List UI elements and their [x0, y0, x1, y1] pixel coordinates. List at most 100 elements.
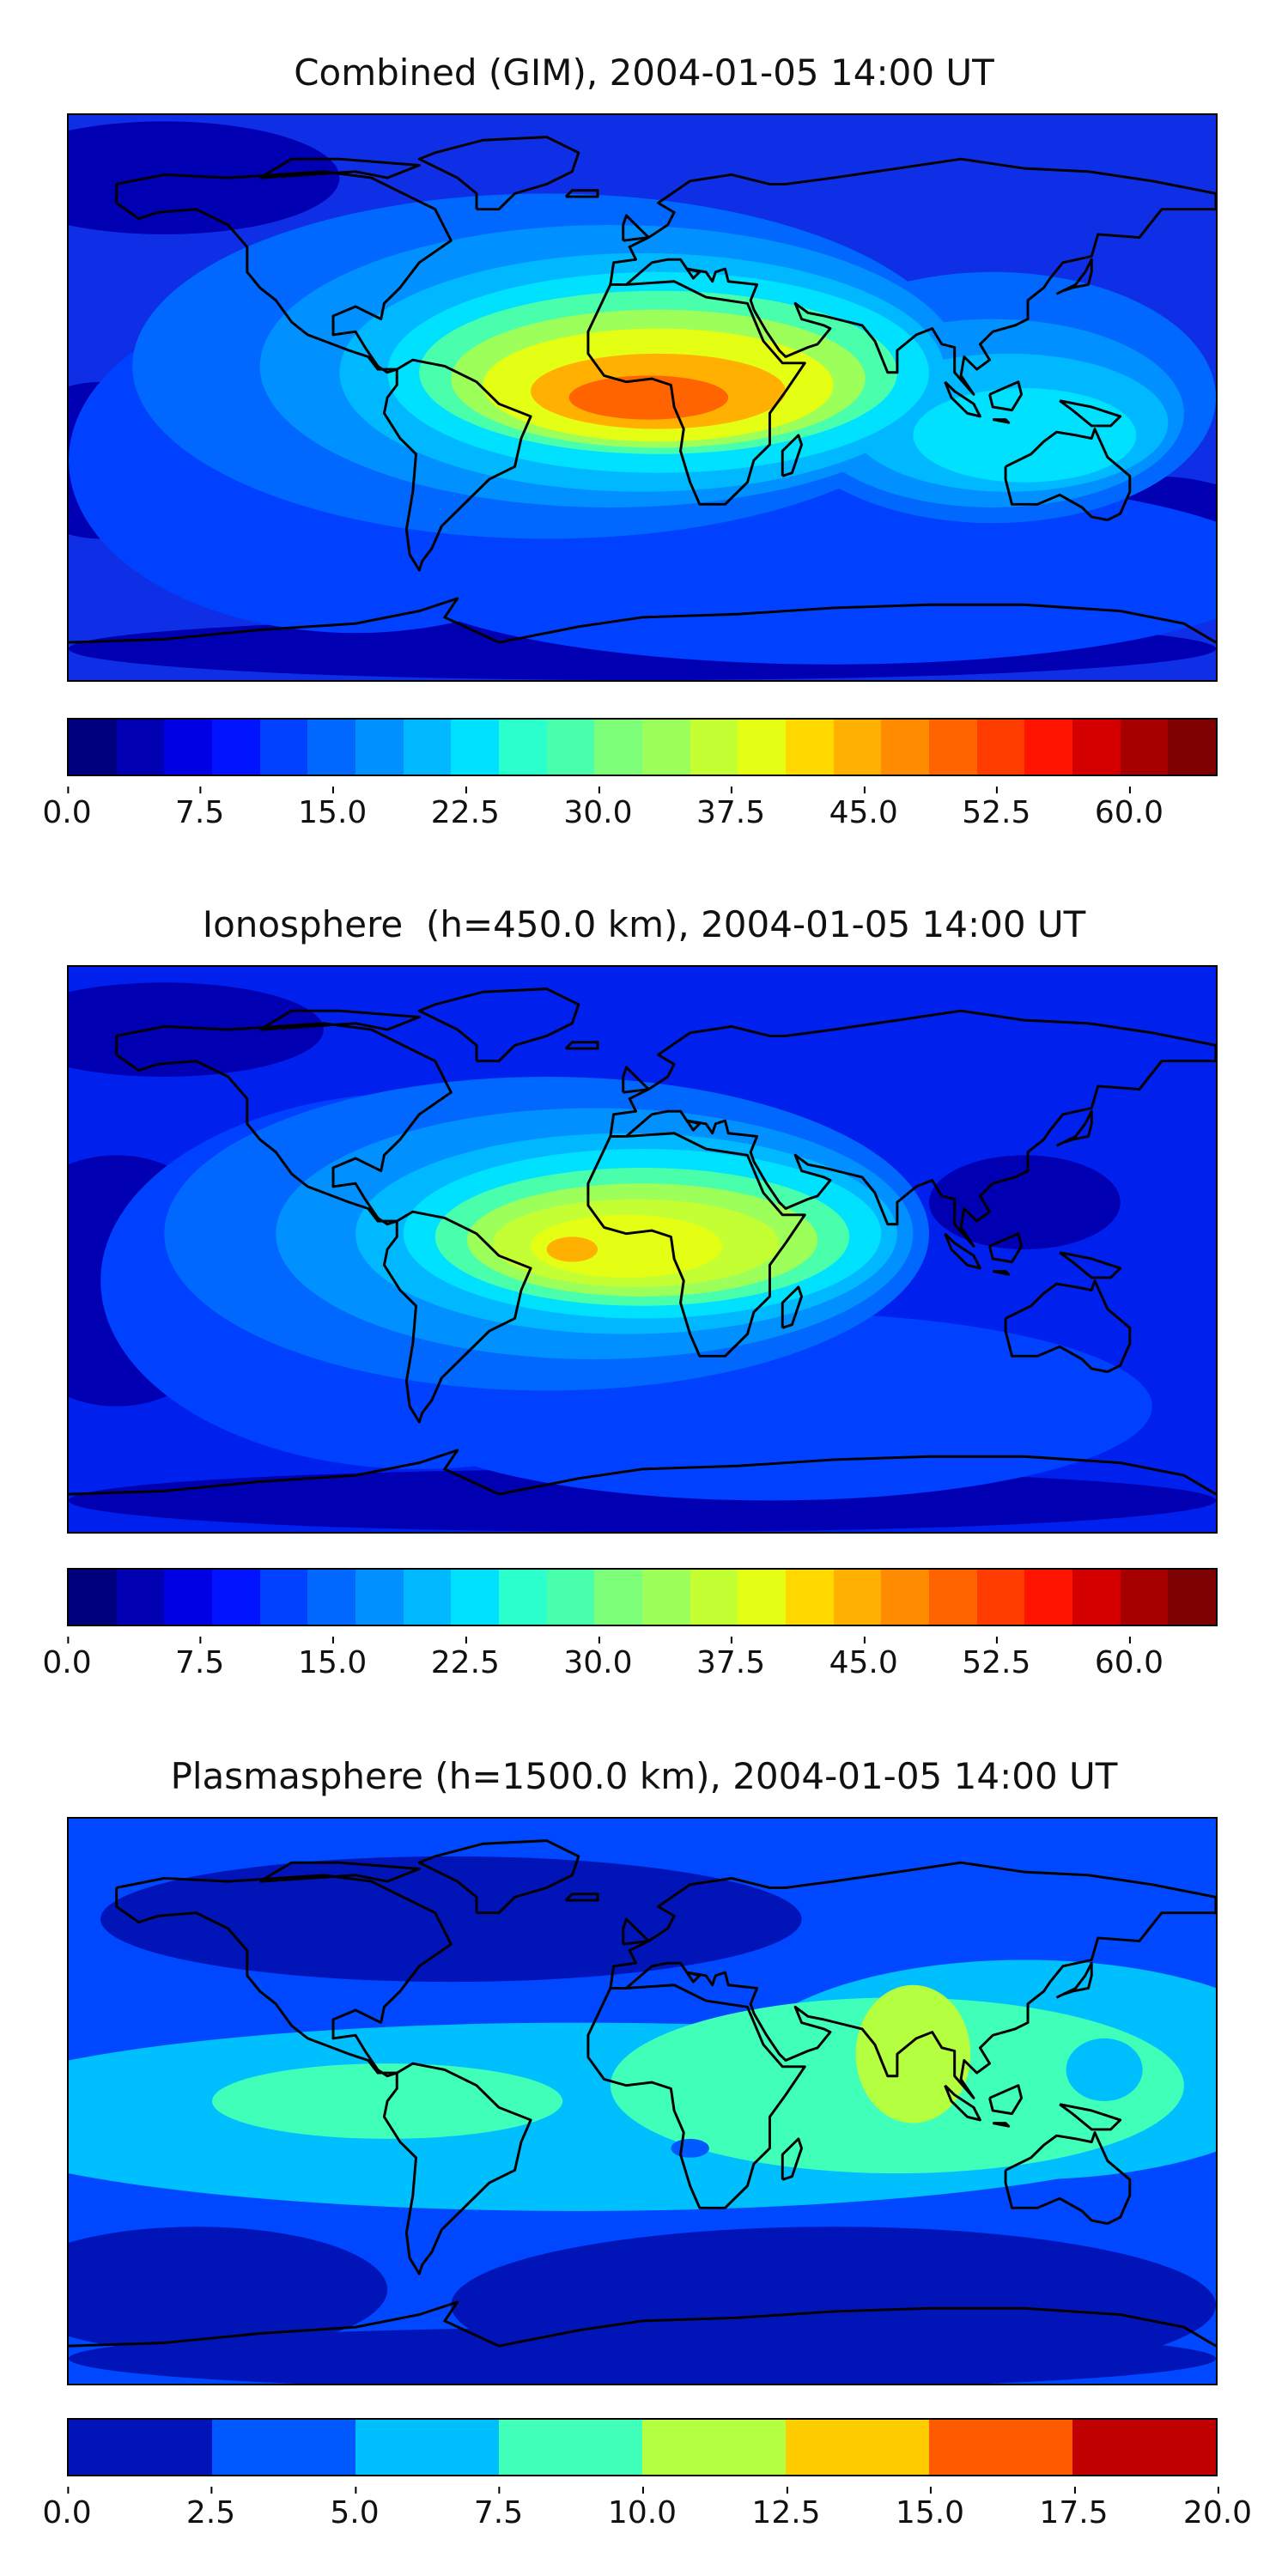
plasmasphere-map-svg [69, 1819, 1216, 2384]
plasmasphere-coastline-7 [622, 1917, 650, 1946]
combined-colorbar-segment-14 [738, 720, 787, 775]
plasmasphere-coastline-2 [586, 1984, 806, 2209]
combined-colorbar-tick-0: 0.0 [42, 787, 92, 830]
ionosphere-coastline-7 [622, 1066, 650, 1094]
ionosphere-coastline-13 [781, 1285, 804, 1329]
ionosphere-colorbar-tick-4: 30.0 [563, 1637, 633, 1680]
combined-colorbar-tick-4: 30.0 [563, 787, 633, 830]
combined-coastline-15 [258, 157, 421, 179]
combined-colorbar-segment-4 [259, 720, 308, 775]
ionosphere-colorbar-segment-23 [1168, 1570, 1217, 1625]
ionosphere-contour-0-1 [929, 1155, 1121, 1249]
combined-colorbar-segment-5 [307, 720, 356, 775]
ionosphere-colorbar-segment-19 [976, 1570, 1025, 1625]
combined-colorbar-segment-3 [212, 720, 260, 775]
ionosphere-colorbar-tick-3: 22.5 [430, 1637, 500, 1680]
ionosphere-colorbar-tick-5: 37.5 [696, 1637, 766, 1680]
combined-coastline-7 [622, 214, 650, 242]
combined-colorbar-segment-16 [833, 720, 882, 775]
combined-colorbar [67, 718, 1218, 776]
plasmasphere-colorbar-segment-5 [786, 2420, 929, 2475]
ionosphere-coastline-2 [586, 1132, 806, 1358]
combined-map [67, 113, 1218, 682]
ionosphere-colorbar-segment-22 [1120, 1570, 1169, 1625]
combined-coastline-11 [988, 380, 1024, 412]
ionosphere-colorbar-segment-1 [116, 1570, 165, 1625]
plasmasphere-colorbar-segment-4 [642, 2420, 786, 2475]
ionosphere-coastline-6 [417, 987, 580, 1063]
combined-contour-5-1 [913, 388, 1137, 483]
combined-title: Combined (GIM), 2004-01-05 14:00 UT [294, 52, 994, 94]
plasmasphere-colorbar-tick-5: 12.5 [751, 2487, 821, 2530]
plasmasphere-colorbar-tick-7: 17.5 [1039, 2487, 1109, 2530]
plasmasphere-coastline-10 [992, 2122, 1011, 2128]
plasmasphere-colorbar-tick-0: 0.0 [42, 2487, 92, 2530]
ionosphere-colorbar-segment-8 [451, 1570, 500, 1625]
ionosphere-map-svg [69, 967, 1216, 1532]
ionosphere-colorbar-segment-17 [881, 1570, 930, 1625]
ionosphere-colorbar-segment-4 [259, 1570, 308, 1625]
combined-colorbar-segment-19 [976, 720, 1025, 775]
plasmasphere-coastline-5 [69, 2300, 1216, 2348]
plasmasphere-coastline-3 [609, 1861, 1216, 2099]
ionosphere-coastline-0 [115, 1022, 453, 1226]
plasmasphere-map [67, 1817, 1218, 2385]
plasmasphere-colorbar-tick-3: 7.5 [473, 2487, 524, 2530]
plasmasphere-coastline-0 [115, 1874, 453, 2078]
combined-coastline-6 [417, 136, 580, 211]
ionosphere-colorbar-segment-12 [642, 1570, 690, 1625]
plasmasphere-colorbar-segment-1 [212, 2420, 355, 2475]
plasmasphere-colorbar-segment-0 [69, 2420, 212, 2475]
combined-colorbar-segment-20 [1024, 720, 1073, 775]
combined-coastline-14 [564, 189, 599, 198]
combined-coastline-13 [781, 434, 804, 477]
plasmasphere-coastline-6 [417, 1839, 580, 1915]
ionosphere-colorbar-segment-5 [307, 1570, 356, 1625]
combined-coastline-1 [382, 358, 532, 572]
ionosphere-contour-0-3 [69, 982, 324, 1077]
plasmasphere-colorbar-tick-2: 5.0 [330, 2487, 380, 2530]
combined-coastline-8 [1055, 258, 1093, 295]
combined-coastline-10 [992, 418, 1011, 424]
combined-colorbar-segment-23 [1168, 720, 1217, 775]
ionosphere-coastline-11 [988, 1232, 1024, 1264]
combined-colorbar-segment-6 [355, 720, 404, 775]
plasmasphere-coastline-9 [944, 2084, 981, 2122]
ionosphere-coastline-8 [1055, 1109, 1093, 1147]
combined-colorbar-tick-8: 60.0 [1094, 787, 1163, 830]
ionosphere-coastline-4 [1004, 1279, 1132, 1374]
plasmasphere-coastline-8 [1055, 1961, 1093, 1999]
ionosphere-colorbar-segment-15 [786, 1570, 834, 1625]
ionosphere-colorbar-segment-14 [738, 1570, 787, 1625]
ionosphere-coastline-14 [564, 1041, 599, 1050]
combined-colorbar-tick-3: 22.5 [430, 787, 500, 830]
ionosphere-colorbar-tick-0: 0.0 [42, 1637, 92, 1680]
plasmasphere-coastline-4 [1004, 2131, 1132, 2226]
ionosphere-colorbar-segment-13 [690, 1570, 738, 1625]
ionosphere-title: Ionosphere (h=450.0 km), 2004-01-05 14:0… [202, 903, 1086, 945]
plasmasphere-contour-0-2 [69, 2227, 388, 2353]
combined-contour-10-0 [568, 375, 729, 420]
plasmasphere-colorbar [67, 2418, 1218, 2476]
combined-coastline-12 [1059, 399, 1122, 428]
combined-colorbar-tick-5: 37.5 [696, 787, 766, 830]
ionosphere-colorbar-tick-8: 60.0 [1094, 1637, 1163, 1680]
combined-colorbar-segment-18 [929, 720, 977, 775]
plasmasphere-colorbar-tick-4: 10.0 [607, 2487, 677, 2530]
combined-coastline-4 [1004, 428, 1132, 522]
ionosphere-coastline-15 [258, 1009, 421, 1031]
plasmasphere-colorbar-tick-1: 2.5 [185, 2487, 236, 2530]
combined-colorbar-tick-2: 15.0 [298, 787, 368, 830]
plasmasphere-coastline-1 [382, 2062, 532, 2275]
combined-colorbar-segment-1 [116, 720, 165, 775]
plasmasphere-contour-5-0 [671, 2138, 709, 2158]
combined-colorbar-segment-9 [499, 720, 547, 775]
ionosphere-colorbar-segment-20 [1024, 1570, 1073, 1625]
ionosphere-colorbar-segment-10 [546, 1570, 595, 1625]
ionosphere-colorbar-tick-1: 7.5 [174, 1637, 225, 1680]
plasmasphere-coastline-12 [1059, 2103, 1122, 2131]
combined-colorbar-segment-11 [594, 720, 643, 775]
combined-colorbar-segment-15 [786, 720, 834, 775]
plasmasphere-colorbar-tick-6: 15.0 [895, 2487, 965, 2530]
